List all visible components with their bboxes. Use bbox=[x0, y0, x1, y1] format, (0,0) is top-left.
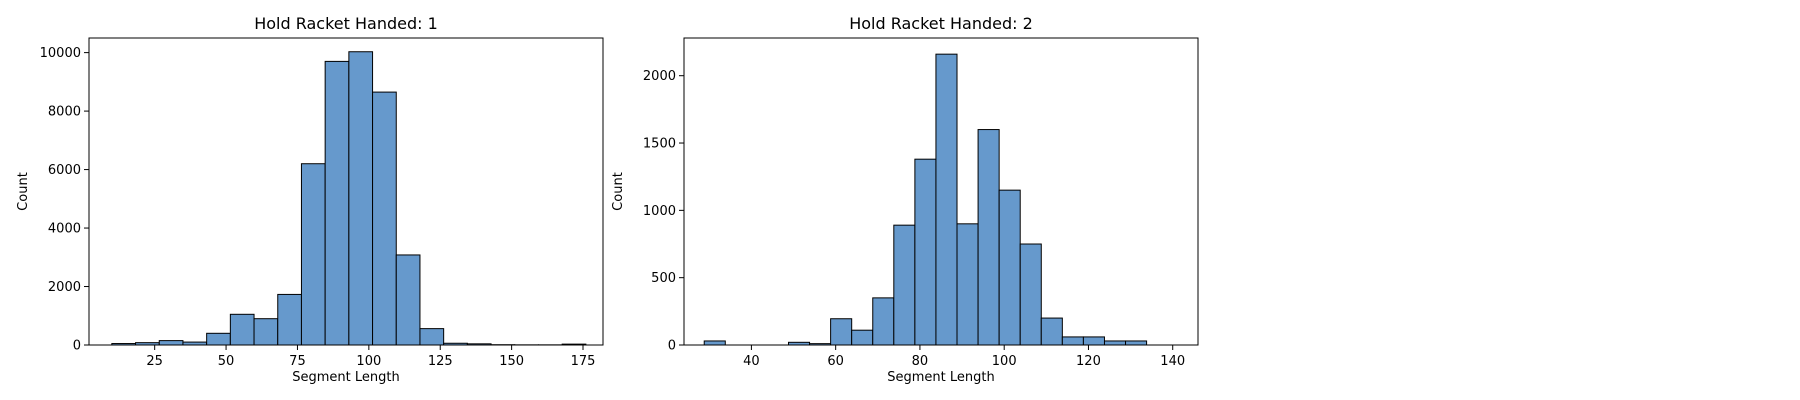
x-tick-label: 150 bbox=[499, 354, 524, 369]
bar-13 bbox=[419, 328, 445, 346]
bar-9 bbox=[893, 224, 916, 346]
x-axis-label: Segment Length bbox=[292, 370, 399, 385]
x-tick-label: 125 bbox=[428, 354, 453, 369]
bar-11 bbox=[935, 53, 958, 346]
x-tick-label: 40 bbox=[743, 354, 760, 369]
bar-9 bbox=[324, 60, 350, 346]
bar-13 bbox=[977, 129, 1000, 346]
x-tick-label: 75 bbox=[289, 354, 306, 369]
y-tick-label: 1000 bbox=[643, 204, 676, 219]
y-tick-label: 0 bbox=[73, 339, 81, 354]
y-tick-label: 2000 bbox=[48, 280, 81, 295]
x-tick-label: 175 bbox=[571, 354, 596, 369]
bar-14 bbox=[998, 189, 1021, 346]
x-tick-label: 100 bbox=[356, 354, 381, 369]
bar-7 bbox=[277, 293, 302, 346]
bar-19 bbox=[1103, 340, 1127, 346]
bar-10 bbox=[914, 158, 937, 346]
bar-15 bbox=[1019, 243, 1042, 346]
plot-frame bbox=[683, 37, 1199, 346]
y-tick-label: 4000 bbox=[48, 222, 81, 237]
x-tick-label: 140 bbox=[1160, 354, 1185, 369]
plot-frame bbox=[88, 37, 604, 346]
y-axis-label: Count bbox=[16, 172, 31, 211]
bar-18 bbox=[1082, 336, 1105, 346]
y-tick-label: 0 bbox=[668, 339, 676, 354]
x-tick-label: 60 bbox=[827, 354, 844, 369]
x-tick-label: 25 bbox=[146, 354, 163, 369]
bar-6 bbox=[830, 318, 853, 346]
bar-11 bbox=[372, 91, 397, 346]
bar-16 bbox=[1040, 317, 1063, 346]
y-tick-label: 8000 bbox=[48, 105, 81, 120]
y-tick-label: 2000 bbox=[643, 69, 676, 84]
bar-17 bbox=[1061, 336, 1084, 346]
bar-0 bbox=[703, 340, 726, 346]
bar-7 bbox=[851, 329, 874, 346]
chart-title: Hold Racket Handed: 2 bbox=[849, 14, 1033, 33]
y-tick-label: 500 bbox=[651, 271, 676, 286]
x-tick-label: 100 bbox=[992, 354, 1017, 369]
bar-12 bbox=[956, 223, 979, 346]
y-tick-label: 10000 bbox=[40, 46, 81, 61]
bar-12 bbox=[395, 254, 421, 346]
bar-20 bbox=[1125, 340, 1148, 346]
bar-5 bbox=[229, 313, 255, 346]
y-tick-label: 6000 bbox=[48, 163, 81, 178]
x-tick-label: 120 bbox=[1076, 354, 1101, 369]
bar-4 bbox=[206, 332, 231, 346]
bar-10 bbox=[348, 51, 374, 346]
chart-title: Hold Racket Handed: 1 bbox=[254, 14, 438, 33]
histogram-two-handed: 40 60 80 100 120 140 0 500 1000 1500 2000 Hold Rack… bbox=[611, 14, 1199, 385]
bar-6 bbox=[253, 318, 279, 346]
y-tick-label: 1500 bbox=[643, 137, 676, 152]
bar-8 bbox=[300, 163, 326, 346]
x-tick-label: 80 bbox=[912, 354, 929, 369]
bar-2 bbox=[158, 340, 184, 346]
y-axis-label: Count bbox=[611, 172, 626, 211]
x-tick-label: 50 bbox=[218, 354, 235, 369]
x-axis-label: Segment Length bbox=[887, 370, 994, 385]
bar-8 bbox=[872, 297, 895, 346]
histogram-one-handed: 25 50 75 100 125 150 175 0 2000 4000 6000 8000 10000… bbox=[16, 14, 604, 385]
